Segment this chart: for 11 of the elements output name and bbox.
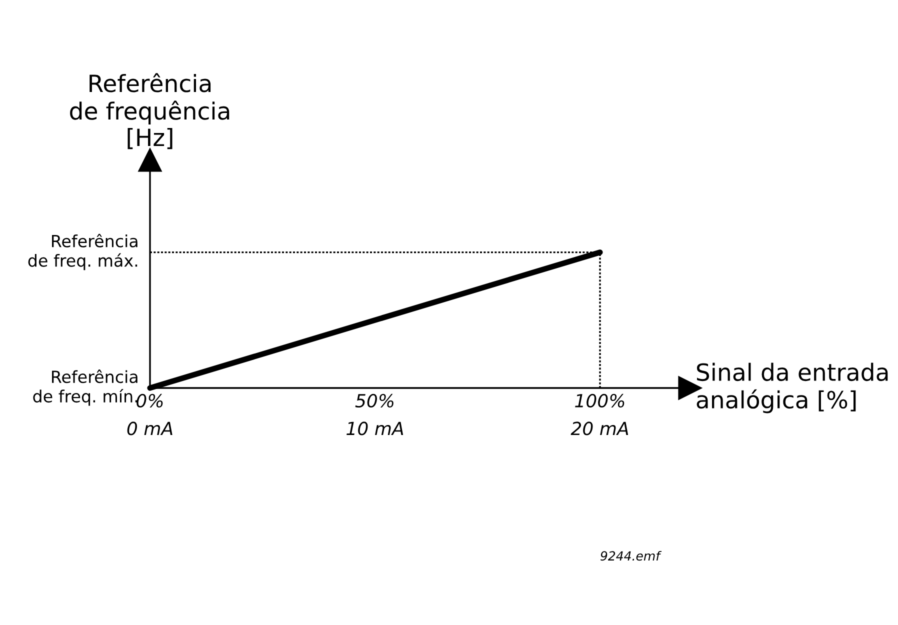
annotation: Referência de freq. mín.: [33, 370, 138, 406]
text: 9244.emf: [600, 550, 662, 561]
annotation: Referência de freq. máx.: [28, 234, 138, 270]
x2-tick-label: 10 mA: [346, 422, 404, 436]
x2-tick-label: 20 mA: [570, 422, 628, 436]
x-tick-label: 0%: [136, 394, 163, 408]
x-tick-label: 50%: [355, 394, 394, 408]
x-axis-title: Sinal da entrada analógica [%]: [696, 362, 888, 414]
y-axis-title: Referência de frequência [Hz]: [70, 73, 230, 150]
x2-tick-label: 0 mA: [127, 422, 172, 436]
x-tick-label: 100%: [575, 394, 624, 408]
